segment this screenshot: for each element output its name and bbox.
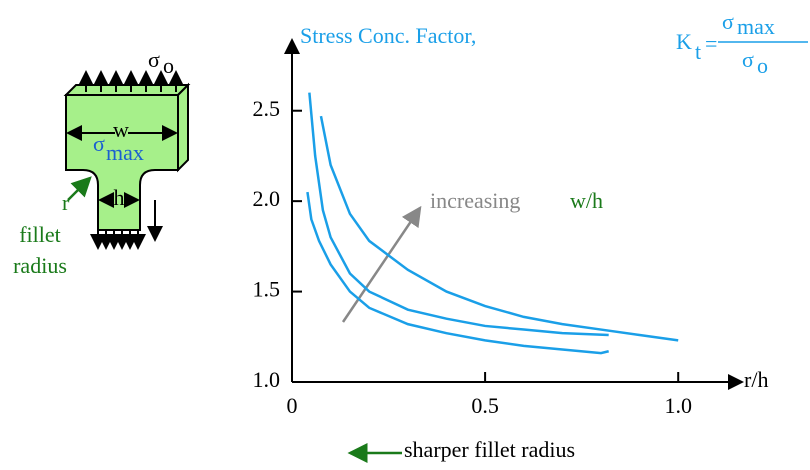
formula: K t = σ max σ o — [676, 9, 808, 78]
formula-eq: = — [705, 31, 717, 56]
annotation-increasing: increasing — [430, 188, 520, 213]
formula-num-sub: max — [737, 14, 775, 39]
trend-arrow — [341, 205, 422, 323]
radius-label: radius — [13, 253, 67, 278]
w-label: w — [113, 117, 129, 142]
y-tick-label: 1.5 — [253, 277, 281, 302]
annotation-ratio: w/h — [570, 188, 603, 213]
y-tick-label: 1.0 — [253, 367, 281, 392]
sigma-o: σ — [148, 47, 160, 72]
curve — [306, 191, 609, 355]
sigma-max: σ — [93, 131, 105, 156]
specimen-diagram: σ o w σ max h r fillet radius — [13, 47, 191, 278]
annotation-sharper: sharper fillet radius — [404, 437, 575, 462]
formula-num: σ — [722, 9, 734, 34]
x-tick-label: 0.5 — [471, 393, 499, 418]
formula-den-sub: o — [757, 53, 768, 78]
y-tick-label: 2.0 — [253, 186, 281, 211]
x-tick-label: 0 — [287, 393, 298, 418]
formula-sub: t — [695, 39, 701, 64]
y-tick-label: 2.5 — [253, 96, 281, 121]
formula-den: σ — [742, 47, 754, 72]
r-label: r — [62, 190, 70, 215]
curve — [308, 92, 609, 337]
curve — [319, 115, 679, 342]
fillet-label: fillet — [19, 222, 61, 247]
sigma-max-sub: max — [106, 140, 144, 165]
y-axis-label: Stress Conc. Factor, — [300, 23, 476, 48]
formula-k: K — [676, 29, 692, 54]
sigma-o-sub: o — [163, 53, 174, 78]
x-axis-label: r/h — [744, 367, 768, 392]
x-tick-label: 1.0 — [664, 393, 692, 418]
h-label: h — [114, 185, 125, 210]
